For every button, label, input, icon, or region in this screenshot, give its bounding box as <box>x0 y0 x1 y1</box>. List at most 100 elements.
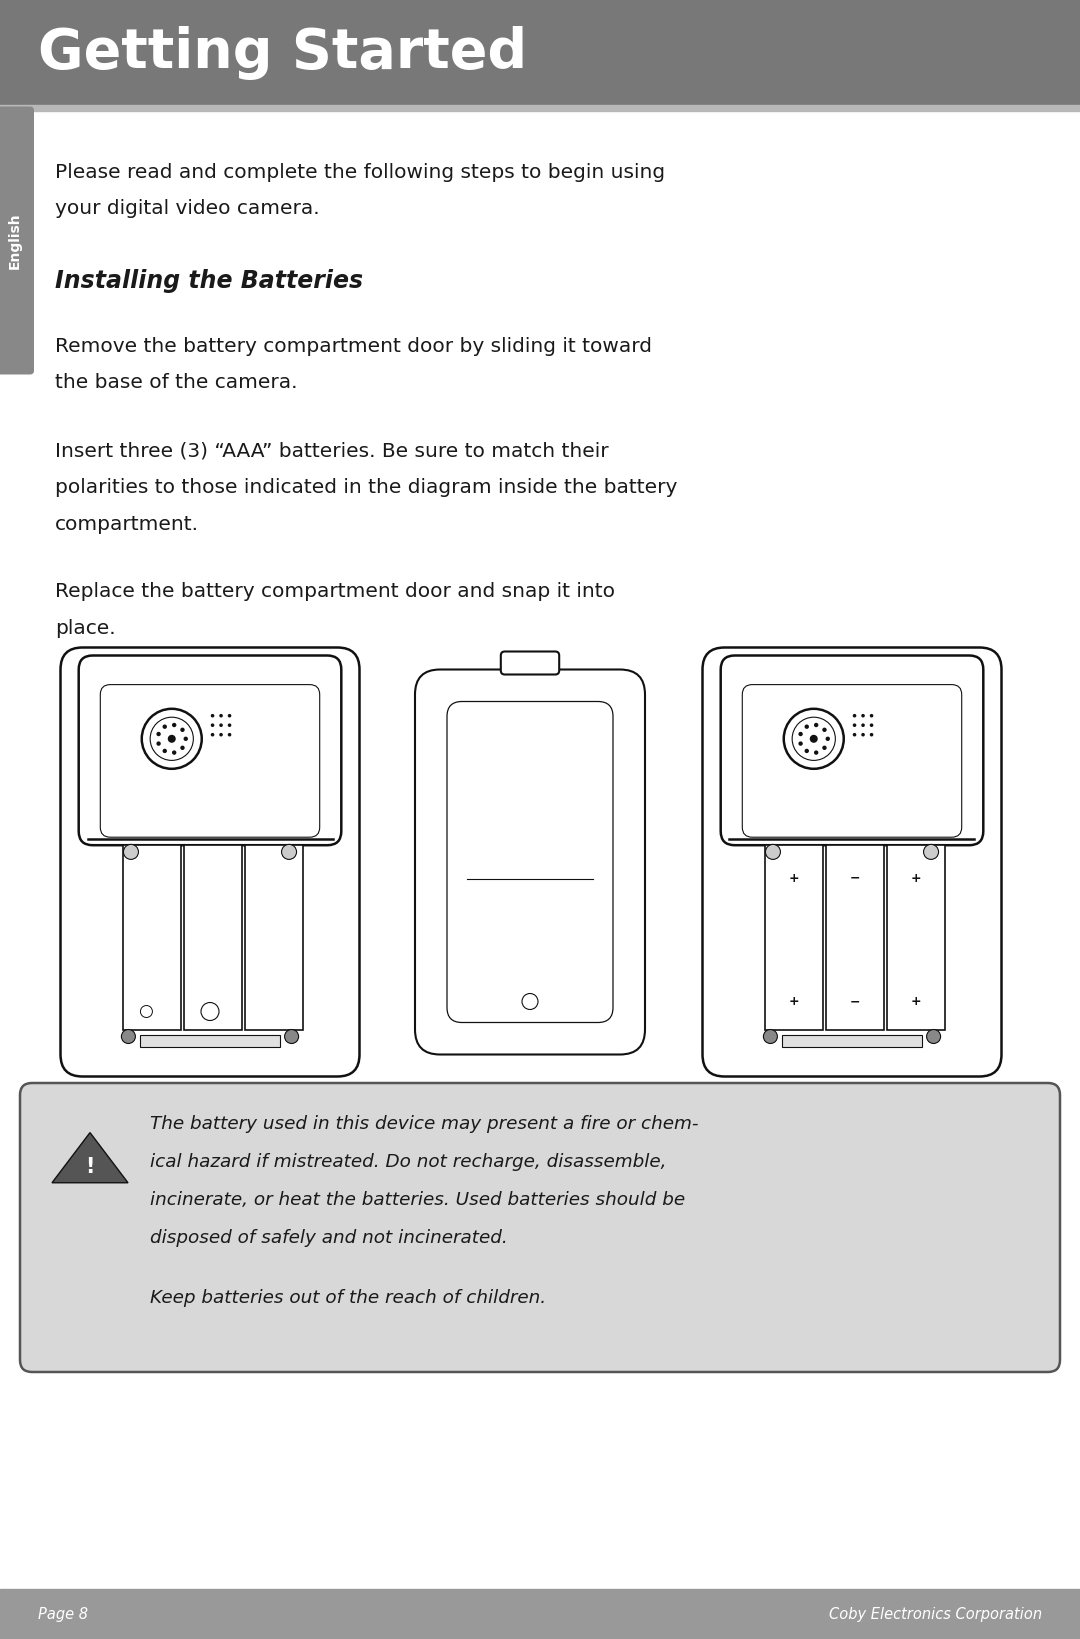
Bar <box>0 105 1080 110</box>
Circle shape <box>211 715 214 718</box>
Polygon shape <box>52 1133 129 1183</box>
Circle shape <box>766 844 781 859</box>
FancyBboxPatch shape <box>100 685 320 838</box>
Circle shape <box>180 728 185 733</box>
FancyBboxPatch shape <box>742 685 961 838</box>
Circle shape <box>861 715 865 718</box>
Bar <box>766 844 823 1029</box>
Circle shape <box>822 728 826 733</box>
Bar <box>245 844 302 1029</box>
Text: +: + <box>788 995 799 1008</box>
Circle shape <box>805 724 809 729</box>
FancyBboxPatch shape <box>702 647 1001 1077</box>
Circle shape <box>869 723 874 728</box>
FancyBboxPatch shape <box>501 651 559 675</box>
Text: incinerate, or heat the batteries. Used batteries should be: incinerate, or heat the batteries. Used … <box>150 1192 685 1210</box>
Text: Getting Started: Getting Started <box>38 26 527 80</box>
Circle shape <box>172 751 176 756</box>
Circle shape <box>285 1029 298 1044</box>
FancyBboxPatch shape <box>720 656 983 846</box>
Text: compartment.: compartment. <box>55 515 199 534</box>
Circle shape <box>923 844 939 859</box>
Text: The battery used in this device may present a fire or chem-: The battery used in this device may pres… <box>150 1115 699 1133</box>
Text: +: + <box>910 872 921 885</box>
Circle shape <box>219 723 222 728</box>
Bar <box>0 1588 1080 1639</box>
Circle shape <box>228 715 231 718</box>
Circle shape <box>184 736 188 741</box>
FancyBboxPatch shape <box>0 107 33 374</box>
FancyBboxPatch shape <box>415 669 645 1054</box>
Bar <box>782 1034 922 1046</box>
Circle shape <box>172 723 176 728</box>
Circle shape <box>228 733 231 736</box>
FancyBboxPatch shape <box>79 656 341 846</box>
Circle shape <box>163 749 167 754</box>
Text: disposed of safely and not incinerated.: disposed of safely and not incinerated. <box>150 1229 508 1247</box>
Text: Keep batteries out of the reach of children.: Keep batteries out of the reach of child… <box>150 1288 546 1306</box>
Text: ical hazard if mistreated. Do not recharge, disassemble,: ical hazard if mistreated. Do not rechar… <box>150 1152 666 1170</box>
Text: !: ! <box>85 1157 95 1177</box>
Text: Page 8: Page 8 <box>38 1606 87 1621</box>
Circle shape <box>810 734 818 742</box>
Text: +: + <box>788 872 799 885</box>
Text: Insert three (3) “AAA” batteries. Be sure to match their: Insert three (3) “AAA” batteries. Be sur… <box>55 441 609 461</box>
Circle shape <box>784 708 843 769</box>
Circle shape <box>814 751 819 756</box>
Circle shape <box>798 731 802 736</box>
Circle shape <box>792 718 835 760</box>
Circle shape <box>219 733 222 736</box>
Circle shape <box>163 724 167 729</box>
Circle shape <box>869 733 874 736</box>
Bar <box>0 0 1080 105</box>
Circle shape <box>228 723 231 728</box>
Text: your digital video camera.: your digital video camera. <box>55 198 320 218</box>
Text: +: + <box>910 995 921 1008</box>
Circle shape <box>211 733 214 736</box>
FancyBboxPatch shape <box>447 701 613 1023</box>
Circle shape <box>219 715 222 718</box>
Text: Replace the battery compartment door and snap it into: Replace the battery compartment door and… <box>55 582 615 602</box>
Bar <box>184 844 242 1029</box>
Text: −: − <box>850 872 861 885</box>
Circle shape <box>140 1005 152 1018</box>
Circle shape <box>123 844 138 859</box>
Text: −: − <box>850 995 861 1008</box>
Text: the base of the camera.: the base of the camera. <box>55 374 297 392</box>
Circle shape <box>141 708 202 769</box>
Bar <box>887 844 945 1029</box>
Circle shape <box>201 1003 219 1021</box>
Circle shape <box>861 733 865 736</box>
Text: English: English <box>8 211 22 269</box>
Circle shape <box>825 736 829 741</box>
Circle shape <box>853 715 856 718</box>
FancyBboxPatch shape <box>21 1083 1059 1372</box>
Circle shape <box>861 723 865 728</box>
Text: Coby Electronics Corporation: Coby Electronics Corporation <box>828 1606 1042 1621</box>
Circle shape <box>853 723 856 728</box>
Circle shape <box>211 723 214 728</box>
Circle shape <box>180 746 185 751</box>
FancyBboxPatch shape <box>60 647 360 1077</box>
Circle shape <box>798 741 802 746</box>
Bar <box>140 1034 280 1046</box>
Circle shape <box>853 733 856 736</box>
Circle shape <box>927 1029 941 1044</box>
Text: Installing the Batteries: Installing the Batteries <box>55 269 363 293</box>
Circle shape <box>814 723 819 728</box>
Circle shape <box>167 734 176 742</box>
Circle shape <box>822 746 826 751</box>
Circle shape <box>522 993 538 1010</box>
Circle shape <box>157 731 161 736</box>
Bar <box>826 844 883 1029</box>
Circle shape <box>150 718 193 760</box>
Circle shape <box>764 1029 778 1044</box>
Circle shape <box>805 749 809 754</box>
Circle shape <box>157 741 161 746</box>
Text: place.: place. <box>55 620 116 638</box>
Bar <box>123 844 181 1029</box>
Circle shape <box>282 844 297 859</box>
Circle shape <box>869 715 874 718</box>
Text: Please read and complete the following steps to begin using: Please read and complete the following s… <box>55 162 665 182</box>
Text: polarities to those indicated in the diagram inside the battery: polarities to those indicated in the dia… <box>55 479 677 497</box>
